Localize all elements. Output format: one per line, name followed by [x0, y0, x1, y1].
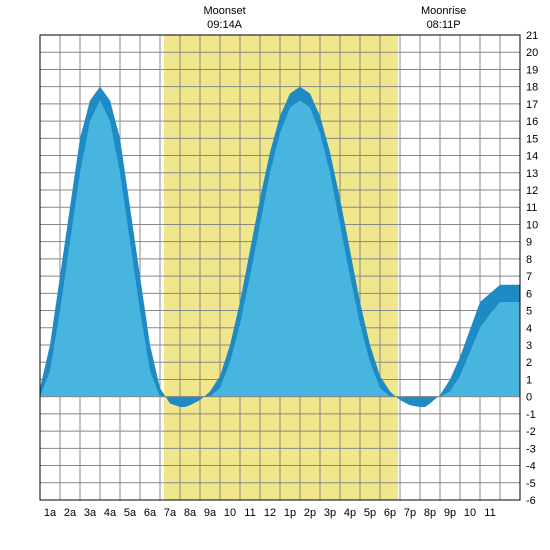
y-tick-label: 12 — [526, 185, 538, 197]
y-tick-label: 3 — [526, 340, 532, 352]
x-tick-label: 1p — [284, 507, 296, 519]
annotation-label: Moonset — [203, 5, 245, 17]
y-tick-label: 11 — [526, 202, 537, 214]
y-tick-label: 17 — [526, 99, 538, 111]
y-tick-label: 6 — [526, 288, 532, 300]
y-tick-label: 7 — [526, 271, 532, 283]
chart-svg: -6-5-4-3-2-10123456789101112131415161718… — [0, 0, 550, 550]
y-tick-label: 13 — [526, 168, 538, 180]
x-tick-label: 4a — [104, 507, 117, 519]
annotation-time: 09:14A — [207, 19, 243, 31]
x-tick-label: 10 — [464, 507, 476, 519]
y-tick-label: 15 — [526, 133, 538, 145]
y-tick-label: 20 — [526, 47, 538, 59]
y-tick-label: 18 — [526, 82, 538, 94]
x-tick-label: 8p — [424, 507, 436, 519]
x-tick-label: 1a — [44, 507, 57, 519]
y-tick-label: 9 — [526, 237, 532, 249]
y-tick-label: -2 — [526, 426, 536, 438]
x-tick-label: 11 — [484, 507, 495, 519]
y-tick-label: 4 — [526, 323, 532, 335]
annotation-label: Moonrise — [421, 5, 466, 17]
x-tick-label: 7a — [164, 507, 177, 519]
y-tick-label: 8 — [526, 254, 532, 266]
x-tick-label: 3a — [84, 507, 97, 519]
x-tick-label: 8a — [184, 507, 197, 519]
y-tick-label: -5 — [526, 478, 536, 490]
x-tick-label: 10 — [224, 507, 236, 519]
x-tick-label: 11 — [244, 507, 255, 519]
y-tick-label: 2 — [526, 357, 532, 369]
x-tick-label: 9p — [444, 507, 456, 519]
x-tick-label: 2a — [64, 507, 77, 519]
y-tick-label: -6 — [526, 495, 536, 507]
x-tick-label: 6a — [144, 507, 157, 519]
y-tick-label: -4 — [526, 461, 536, 473]
x-tick-label: 5a — [124, 507, 137, 519]
y-tick-label: 0 — [526, 392, 532, 404]
x-tick-label: 9a — [204, 507, 217, 519]
y-tick-label: -3 — [526, 443, 536, 455]
x-tick-label: 2p — [304, 507, 316, 519]
y-tick-label: 10 — [526, 219, 538, 231]
x-tick-label: 12 — [264, 507, 276, 519]
y-tick-label: 16 — [526, 116, 538, 128]
y-tick-label: 19 — [526, 64, 538, 76]
x-tick-label: 7p — [404, 507, 416, 519]
tide-chart: -6-5-4-3-2-10123456789101112131415161718… — [0, 0, 550, 550]
y-tick-label: -1 — [526, 409, 536, 421]
y-tick-label: 1 — [526, 374, 532, 386]
x-tick-label: 4p — [344, 507, 356, 519]
annotation-time: 08:11P — [427, 19, 461, 31]
y-tick-label: 21 — [526, 30, 538, 42]
x-tick-label: 6p — [384, 507, 396, 519]
x-tick-label: 5p — [364, 507, 376, 519]
x-tick-label: 3p — [324, 507, 336, 519]
y-tick-label: 14 — [526, 151, 538, 163]
y-tick-label: 5 — [526, 306, 532, 318]
